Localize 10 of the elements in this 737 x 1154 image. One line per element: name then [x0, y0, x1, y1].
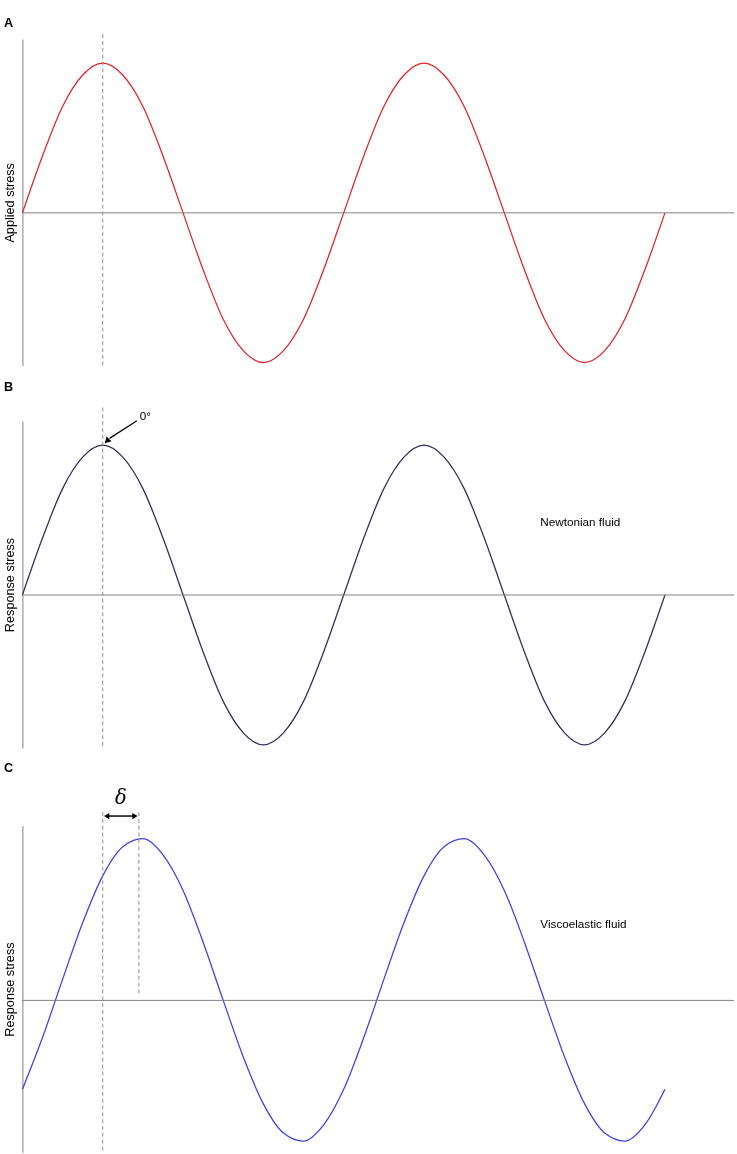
- chart-title: A: [3, 15, 14, 30]
- text: δ: [114, 786, 127, 810]
- annotation: Viscoelastic fluid: [540, 916, 627, 930]
- y-axis-title: Response stress: [3, 537, 18, 633]
- text: 0°: [139, 408, 151, 422]
- annotation: Newtonian fluid: [540, 515, 621, 529]
- chart-title: C: [3, 761, 14, 776]
- chart-title: B: [3, 379, 14, 394]
- y-axis-title: Response stress: [3, 942, 18, 1037]
- y-axis-title: Applied stress: [3, 163, 18, 243]
